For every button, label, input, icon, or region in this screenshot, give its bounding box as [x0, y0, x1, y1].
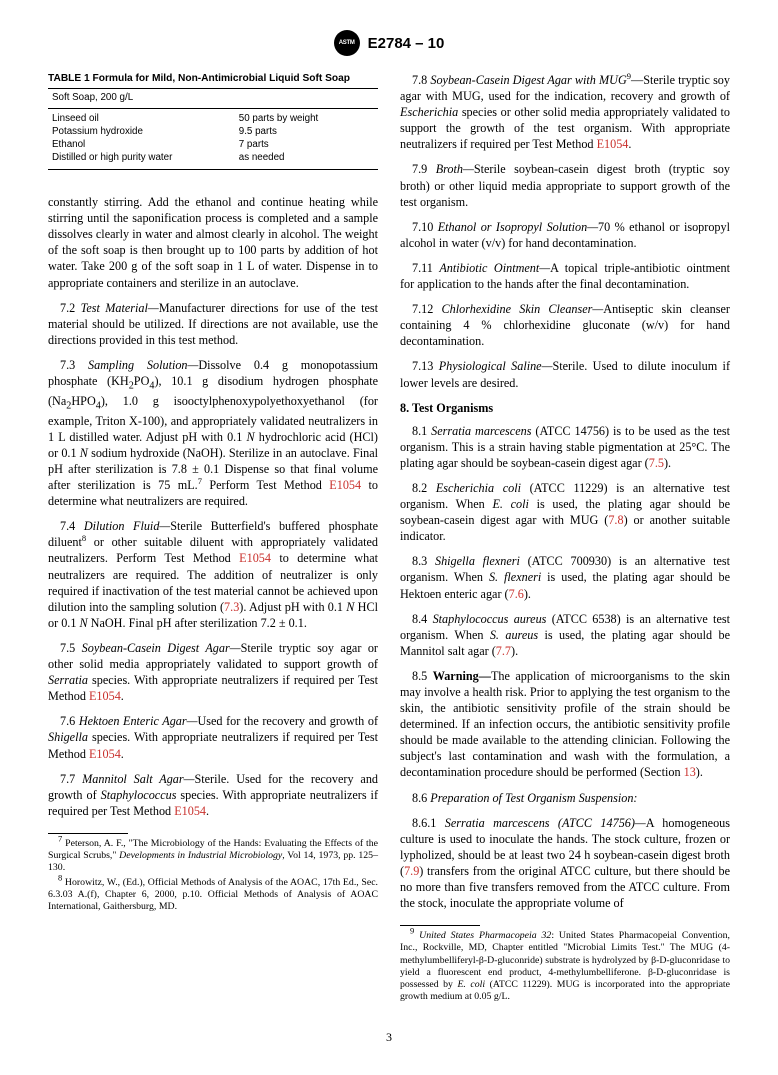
- paragraph-8-3: 8.3 Shigella flexneri (ATCC 700930) is a…: [400, 553, 730, 601]
- paragraph: constantly stirring. Add the ethanol and…: [48, 194, 378, 291]
- ref-section-13[interactable]: 13: [684, 765, 696, 779]
- document-id: E2784 – 10: [368, 35, 445, 52]
- section-8-title: 8. Test Organisms: [400, 400, 730, 416]
- paragraph-7-3: 7.3 Sampling Solution—Dissolve 0.4 g mon…: [48, 357, 378, 509]
- ref-7-9[interactable]: 7.9: [404, 864, 419, 878]
- paragraph-7-8: 7.8 Soybean-Casein Digest Agar with MUG9…: [400, 72, 730, 152]
- ref-7-3[interactable]: 7.3: [224, 600, 239, 614]
- paragraph-7-9: 7.9 Broth—Sterile soybean-casein digest …: [400, 161, 730, 209]
- table-row: Linseed oil50 parts by weight: [52, 113, 374, 126]
- ref-e1054[interactable]: E1054: [597, 137, 629, 151]
- paragraph-8-2: 8.2 Escherichia coli (ATCC 11229) is an …: [400, 480, 730, 544]
- ref-7-6[interactable]: 7.6: [509, 587, 524, 601]
- ref-e1054[interactable]: E1054: [89, 689, 121, 703]
- table-title: TABLE 1 Formula for Mild, Non-Antimicrob…: [48, 72, 378, 85]
- paragraph-8-5: 8.5 Warning—The application of microorga…: [400, 668, 730, 781]
- paragraph-8-1: 8.1 Serratia marcescens (ATCC 14756) is …: [400, 423, 730, 471]
- paragraph-7-2: 7.2 Test Material—Manufacturer direction…: [48, 300, 378, 348]
- paragraph-7-11: 7.11 Antibiotic Ointment—A topical tripl…: [400, 260, 730, 292]
- astm-logo-icon: ASTM: [334, 30, 360, 56]
- page-header: ASTM E2784 – 10: [48, 30, 730, 56]
- ref-7-7[interactable]: 7.7: [496, 644, 511, 658]
- right-column: 7.8 Soybean-Casein Digest Agar with MUG9…: [400, 72, 730, 1006]
- ref-e1054[interactable]: E1054: [89, 747, 121, 761]
- paragraph-7-6: 7.6 Hektoen Enteric Agar—Used for the re…: [48, 713, 378, 761]
- content-columns: TABLE 1 Formula for Mild, Non-Antimicrob…: [48, 72, 730, 1006]
- page: ASTM E2784 – 10 TABLE 1 Formula for Mild…: [0, 0, 778, 1075]
- formula-table: Soft Soap, 200 g/L Linseed oil50 parts b…: [48, 88, 378, 170]
- paragraph-7-4: 7.4 Dilution Fluid—Sterile Butterfield's…: [48, 518, 378, 631]
- ref-7-5[interactable]: 7.5: [649, 456, 664, 470]
- paragraph-8-4: 8.4 Staphylococcus aureus (ATCC 6538) is…: [400, 611, 730, 659]
- left-column: TABLE 1 Formula for Mild, Non-Antimicrob…: [48, 72, 378, 1006]
- paragraph-8-6-1: 8.6.1 Serratia marcescens (ATCC 14756)—A…: [400, 815, 730, 912]
- paragraph-7-5: 7.5 Soybean-Casein Digest Agar—Sterile t…: [48, 640, 378, 704]
- footnote-8: 8 Horowitz, W., (Ed.), Official Methods …: [48, 877, 378, 914]
- paragraph-7-12: 7.12 Chlorhexidine Skin Cleanser—Antisep…: [400, 301, 730, 349]
- paragraph-7-13: 7.13 Physiological Saline—Sterile. Used …: [400, 358, 730, 390]
- ref-e1054[interactable]: E1054: [174, 804, 206, 818]
- footnote-7: 7 Peterson, A. F., "The Microbiology of …: [48, 838, 378, 875]
- paragraph-7-10: 7.10 Ethanol or Isopropyl Solution—70 % …: [400, 219, 730, 251]
- page-number: 3: [48, 1030, 730, 1045]
- paragraph-7-7: 7.7 Mannitol Salt Agar—Sterile. Used for…: [48, 771, 378, 819]
- footnote-9: 9 United States Pharmacopeia 32: United …: [400, 930, 730, 1003]
- ref-e1054[interactable]: E1054: [329, 478, 361, 492]
- table-row: Ethanol7 parts: [52, 139, 374, 152]
- table-row: Distilled or high purity wateras needed: [52, 152, 374, 165]
- table-row: Potassium hydroxide9.5 parts: [52, 126, 374, 139]
- ref-e1054[interactable]: E1054: [239, 551, 271, 565]
- ref-7-8[interactable]: 7.8: [608, 513, 623, 527]
- paragraph-8-6: 8.6 Preparation of Test Organism Suspens…: [400, 790, 730, 806]
- table-body: Linseed oil50 parts by weight Potassium …: [48, 109, 378, 169]
- table-header: Soft Soap, 200 g/L: [48, 89, 378, 109]
